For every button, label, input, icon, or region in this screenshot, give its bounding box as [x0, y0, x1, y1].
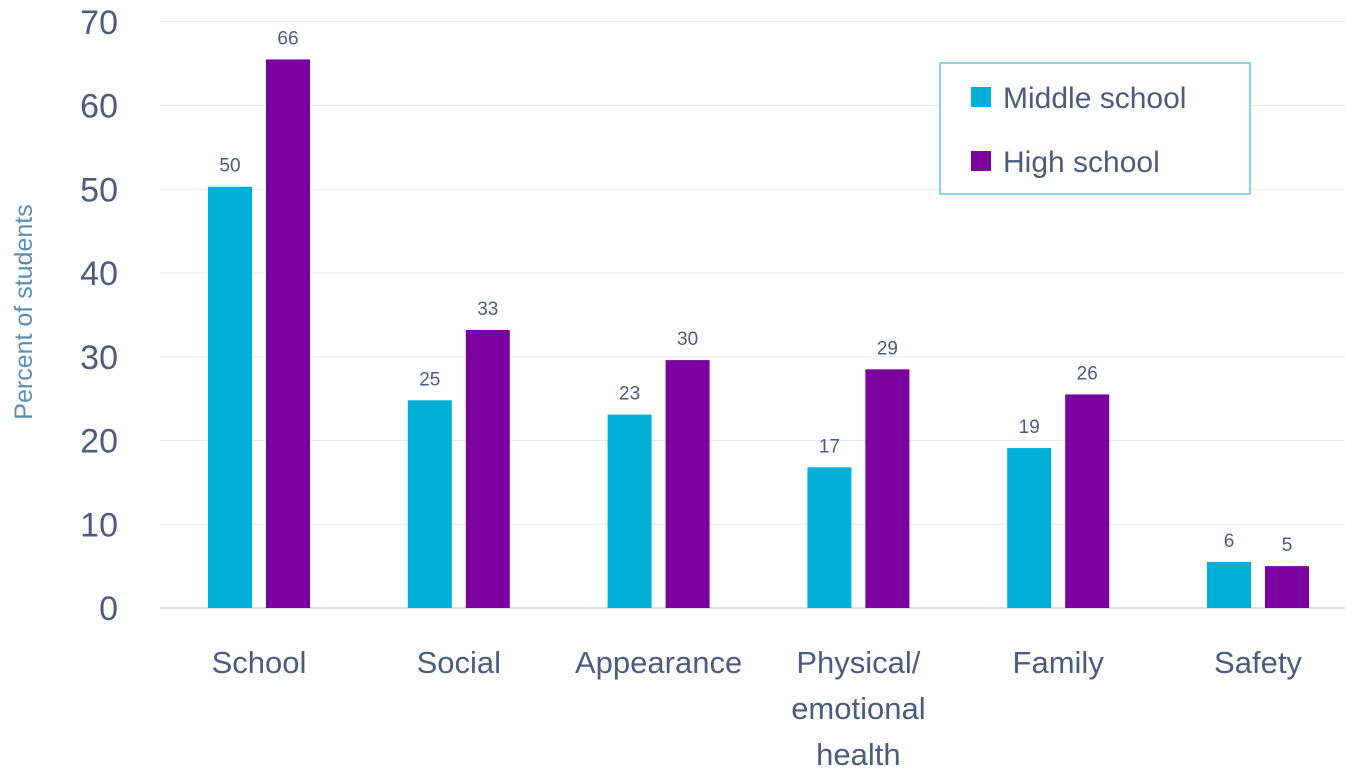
legend-label-high-school: High school: [1003, 146, 1160, 179]
data-label: 33: [477, 299, 498, 320]
bar-middle-school: [607, 414, 652, 608]
y-tick-label: 40: [80, 255, 118, 293]
bar-middle-school: [1007, 448, 1052, 608]
y-tick-label: 0: [99, 590, 118, 628]
y-tick-label: 60: [80, 88, 118, 126]
bar-high-school: [665, 360, 710, 608]
data-labels: 50 66 25 33 23 30 17 29 19 26 6 5: [219, 28, 1292, 556]
data-label: 6: [1224, 531, 1235, 552]
data-label: 50: [219, 156, 240, 177]
x-tick-label: Safety: [1214, 645, 1302, 680]
data-label: 29: [877, 338, 898, 359]
data-label: 23: [619, 384, 640, 405]
x-axis-ticks: School Social Appearance Physical/emotional…: [212, 645, 1303, 772]
bars: [208, 59, 1309, 609]
bar-high-school: [865, 369, 910, 608]
bar-high-school: [465, 329, 510, 608]
bar-high-school: [266, 59, 310, 608]
y-axis-ticks: 0 10 20 30 40 50 60 70: [80, 4, 118, 628]
legend-swatch-middle-school: [971, 87, 991, 107]
x-tick-label: Appearance: [575, 645, 742, 680]
bar-middle-school: [1207, 561, 1251, 608]
legend-label-middle-school: Middle school: [1003, 82, 1186, 115]
x-tick-label: Physical/emotional health: [791, 645, 925, 772]
y-tick-label: 30: [80, 339, 118, 377]
y-tick-label: 10: [80, 506, 118, 544]
legend-swatch-high-school: [971, 151, 991, 171]
data-label: 19: [1019, 417, 1040, 438]
gridlines: [160, 21, 1345, 609]
y-tick-label: 70: [80, 4, 118, 42]
x-tick-label: School: [212, 645, 307, 680]
bar-middle-school: [807, 467, 852, 608]
y-tick-label: 20: [80, 423, 118, 461]
x-tick-label: Family: [1013, 645, 1105, 680]
y-tick-label: 50: [80, 171, 118, 209]
data-label: 30: [677, 329, 698, 350]
data-label: 66: [277, 28, 298, 49]
legend: Middle school High school: [939, 62, 1251, 195]
bar-middle-school: [407, 400, 452, 608]
data-label: 5: [1282, 535, 1293, 556]
bar-high-school: [1265, 566, 1309, 608]
y-axis-label: Percent of students: [10, 204, 38, 419]
legend-box: [939, 62, 1251, 195]
data-label: 26: [1077, 363, 1098, 384]
bar-middle-school: [208, 186, 252, 609]
bar-high-school: [1065, 394, 1110, 608]
data-label: 17: [819, 436, 840, 457]
data-label: 25: [419, 369, 440, 390]
x-tick-label: Social: [417, 645, 501, 680]
